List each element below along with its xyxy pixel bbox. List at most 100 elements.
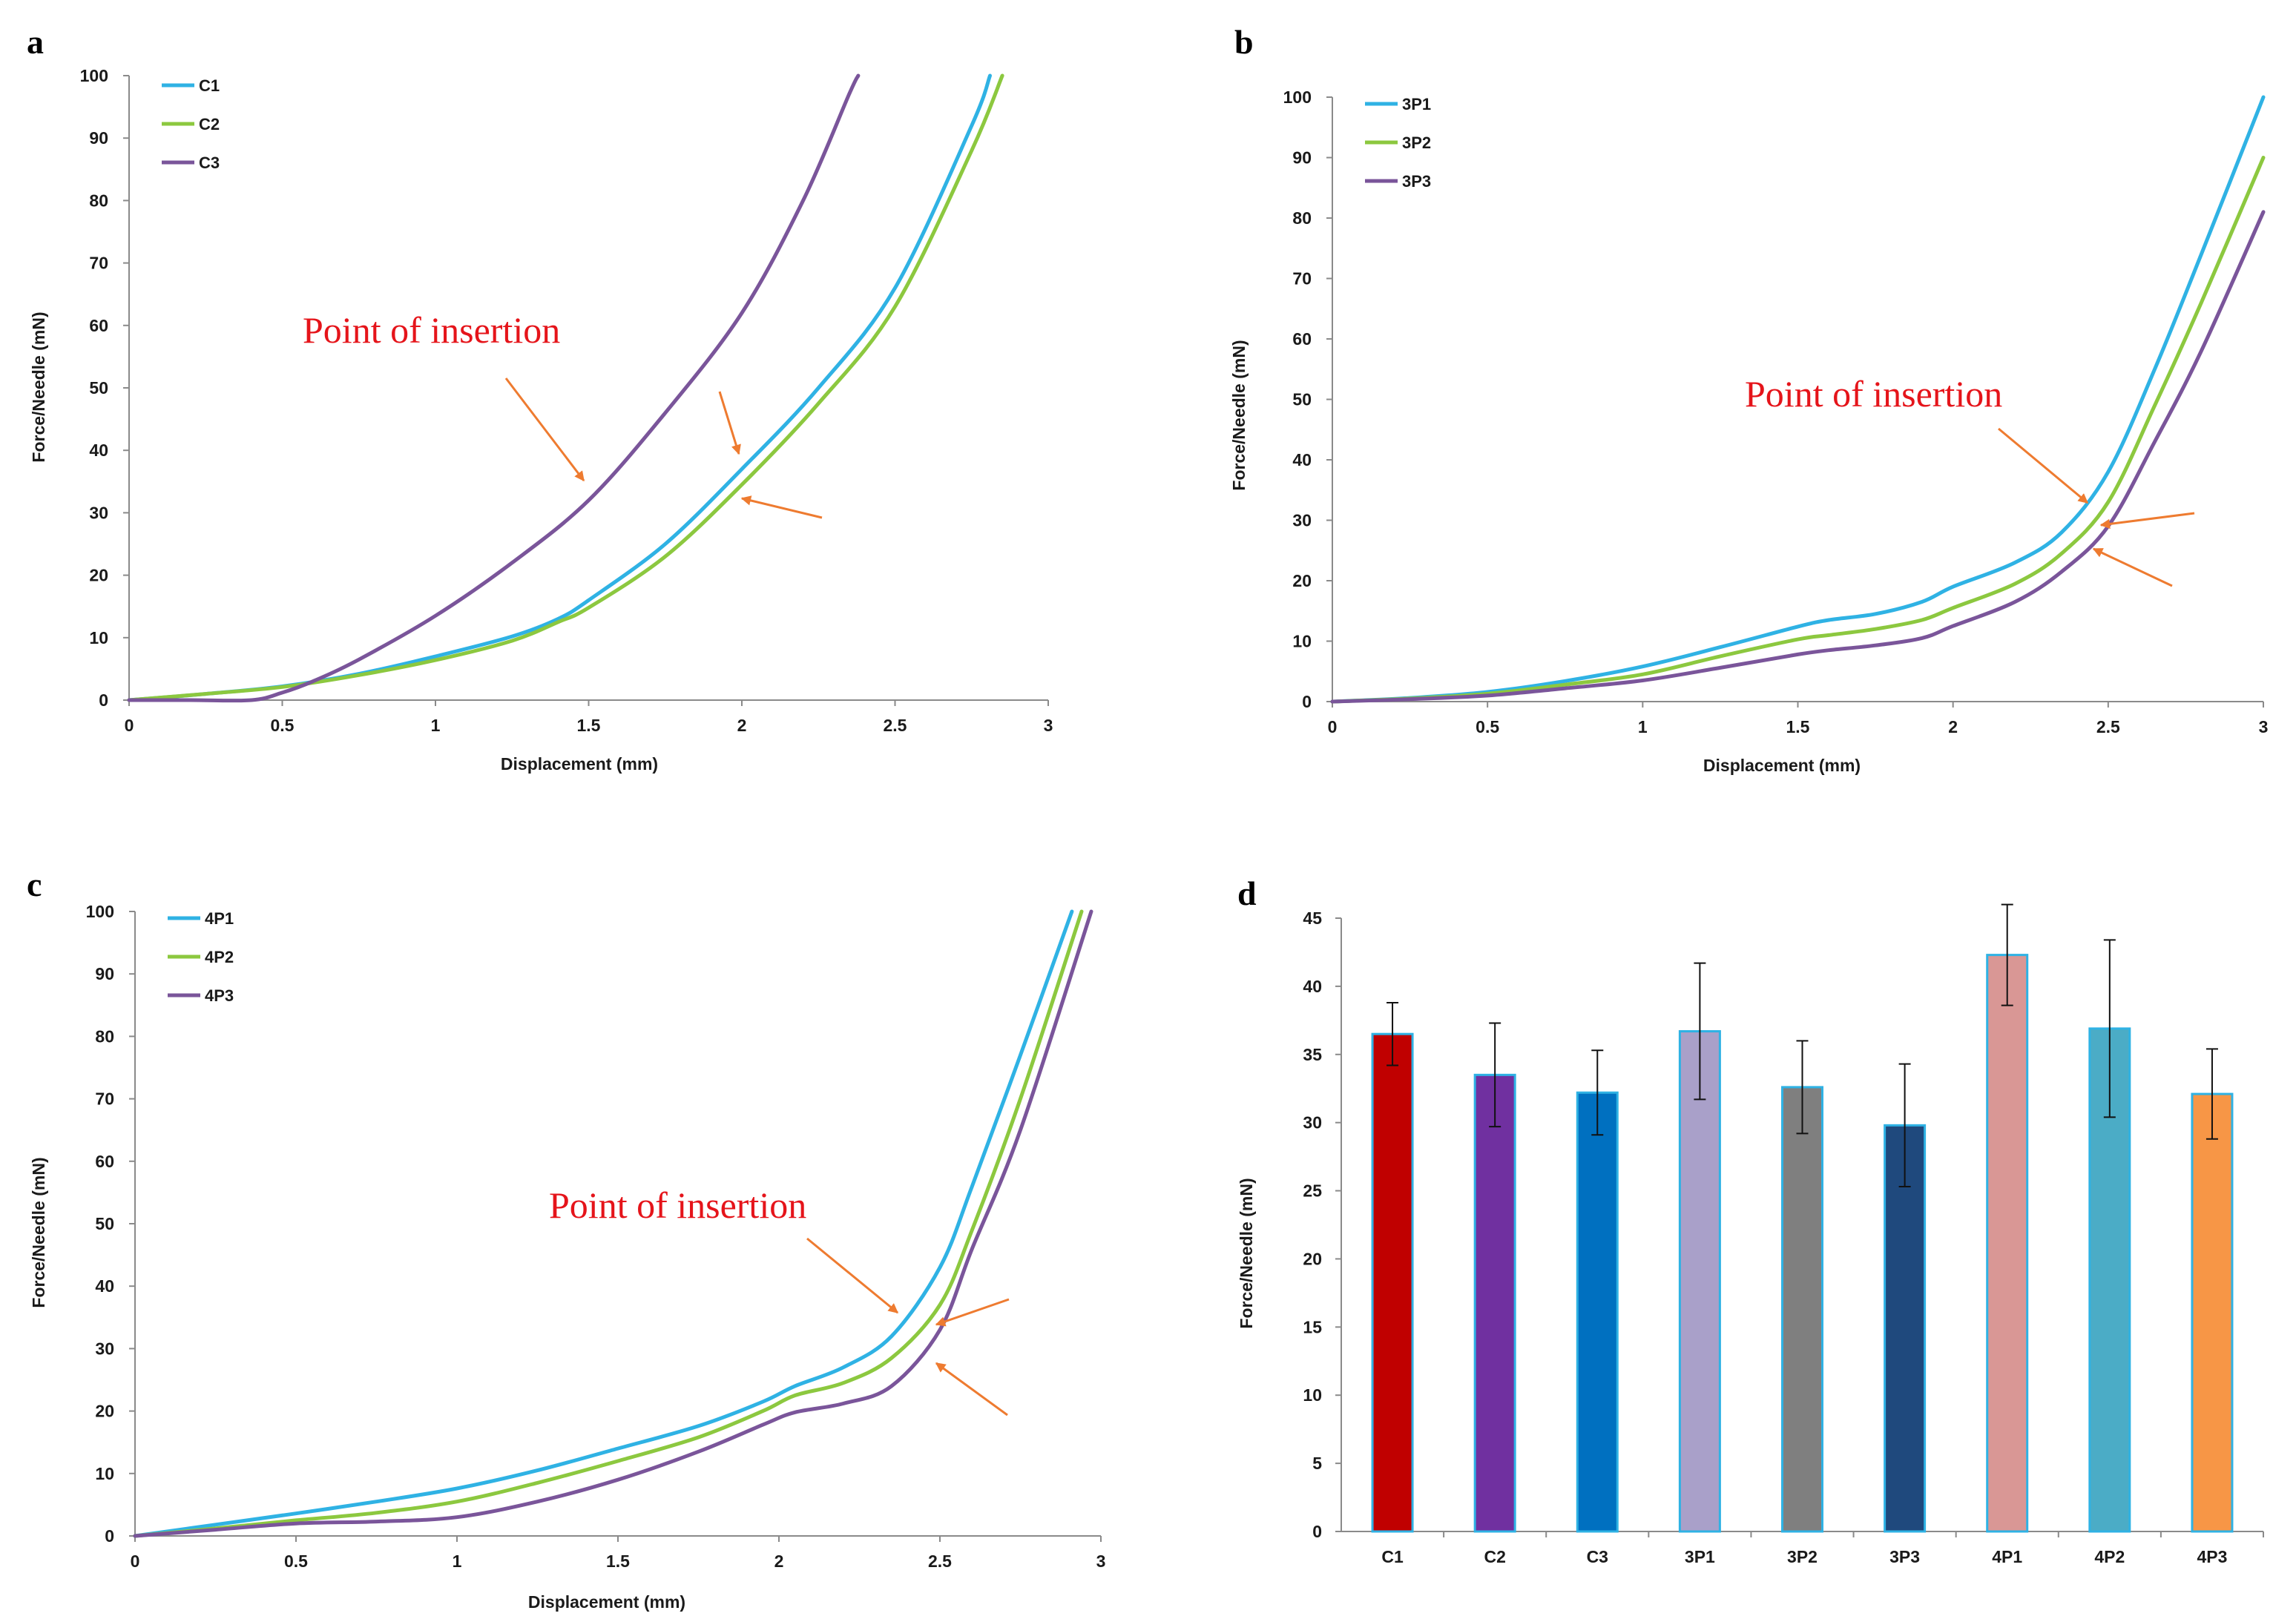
panel-c-x-tick-label: 3 (1096, 1552, 1106, 1571)
panel-b-y-tick-label: 0 (1302, 692, 1312, 711)
panel-a-y-tick-label: 70 (89, 254, 108, 273)
panel-d-y-tick-label: 40 (1303, 977, 1322, 996)
panel-c-insertion-label: Point of insertion (549, 1184, 806, 1226)
panel-a-x-tick-label: 2.5 (884, 716, 907, 735)
panel-d-y-tick-label: 10 (1303, 1385, 1322, 1405)
panel-b-letter: b (1234, 23, 1254, 61)
panel-a-y-tick-label: 20 (89, 566, 108, 585)
panel-a-y-tick-label: 30 (89, 503, 108, 522)
panel-a-insertion-label: Point of insertion (303, 309, 560, 351)
panel-b-x-tick-label: 2.5 (2096, 717, 2120, 736)
panel-d-y-tick-label: 25 (1303, 1181, 1322, 1201)
panel-a-y-tick-label: 60 (89, 316, 108, 335)
panel-c-y-axis-label: Force/Needle (mN) (29, 1157, 48, 1308)
panel-d-category-label: C1 (1381, 1547, 1404, 1566)
panel-c-x-tick-label: 0 (131, 1552, 140, 1571)
panel-b-y-tick-label: 10 (1292, 632, 1312, 651)
panel-b: b 0 10 20 30 40 50 60 70 80 90 100 0 0.5 1 1.5 2 2.5 3 3… (1229, 23, 2268, 775)
panel-d-bar-3p1 (1678, 1030, 1721, 1533)
panel-c-y-tick-label: 20 (95, 1402, 114, 1421)
panel-a-series-c3 (127, 73, 861, 703)
panel-c-legend-label: 4P1 (205, 909, 234, 928)
panel-a-legend-label: C2 (199, 115, 220, 133)
panel-a-y-tick-label: 80 (89, 191, 108, 210)
panel-b-y-axis-label: Force/Needle (mN) (1229, 340, 1249, 490)
panel-c-legend-label: 4P2 (205, 948, 234, 966)
panel-c-y-tick-label: 100 (86, 902, 114, 921)
panel-d-category-label: 4P1 (1992, 1547, 2022, 1566)
panel-d-category-label: C2 (1484, 1547, 1505, 1566)
panel-c-series-4p3 (133, 909, 1093, 1538)
panel-a-y-tick-label: 50 (89, 378, 108, 398)
panel-b-legend-label: 3P2 (1402, 133, 1431, 152)
panel-c-series (133, 909, 1093, 1538)
panel-b-x-tick-label: 1 (1638, 717, 1648, 736)
panel-c-x-ticks: 0 0.5 1 1.5 2 2.5 3 (131, 1536, 1106, 1571)
panel-d-category-label: C3 (1587, 1547, 1608, 1566)
panel-d-y-tick-label: 15 (1303, 1317, 1322, 1336)
panel-d-category-label: 4P3 (2197, 1547, 2227, 1566)
panel-c-x-tick-label: 0.5 (284, 1552, 308, 1571)
panel-b-arrow-2 (2099, 512, 2195, 530)
panel-b-arrow-1 (1998, 427, 2089, 504)
panel-d-bar-3p2 (1781, 1086, 1823, 1533)
panel-b-series (1330, 95, 2266, 704)
panel-c-arrow-2 (935, 1298, 1010, 1327)
panel-d-category-label: 3P3 (1889, 1547, 1920, 1566)
panel-d-bar-4p1 (1986, 954, 2029, 1533)
panel-d-category-label: 3P2 (1787, 1547, 1818, 1566)
panel-a-arrow-2 (718, 391, 741, 455)
panel-c-y-tick-label: 30 (95, 1339, 114, 1358)
panel-c-letter: c (27, 865, 42, 903)
panel-b-x-tick-label: 0 (1328, 717, 1338, 736)
panel-d-letter: d (1237, 874, 1257, 912)
panel-b-x-tick-label: 0.5 (1476, 717, 1499, 736)
panel-c-y-tick-label: 60 (95, 1152, 114, 1171)
panel-a-series-c2 (127, 73, 1004, 702)
panel-a-legend-label: C1 (199, 76, 220, 95)
panel-a-x-tick-label: 1.5 (577, 716, 601, 735)
panel-c-x-tick-label: 2 (774, 1552, 784, 1571)
panel-d-category-label: 3P1 (1685, 1547, 1715, 1566)
panel-b-x-axis-label: Displacement (mm) (1703, 756, 1861, 775)
panel-d-y-tick-label: 5 (1312, 1454, 1322, 1473)
panel-a-arrow-1 (504, 377, 585, 482)
panel-c-axes (134, 911, 1101, 1537)
panel-b-y-tick-label: 20 (1292, 571, 1312, 590)
panel-a-x-ticks: 0 0.5 1 1.5 2 2.5 3 (125, 700, 1053, 735)
panel-a: a 0 10 20 30 40 50 60 70 80 90 100 0 0.5 1 1.5 2 2.5 3 C… (27, 23, 1053, 774)
panel-b-y-tick-label: 60 (1292, 329, 1312, 349)
panel-c-legend-label: 4P3 (205, 986, 234, 1005)
panel-a-x-tick-label: 3 (1044, 716, 1053, 735)
panel-b-x-ticks: 0 0.5 1 1.5 2 2.5 3 (1328, 702, 2269, 736)
panel-b-x-tick-label: 2 (1948, 717, 1958, 736)
panel-c-y-tick-label: 70 (95, 1089, 114, 1109)
panel-a-series (127, 73, 1004, 703)
panel-b-y-tick-label: 100 (1283, 88, 1312, 107)
panel-a-insertion-arrows (504, 377, 823, 519)
panel-d: d 0 5 10 15 20 25 30 35 40 45 C1 C2 C3 3P1 3P2 3P3 4P1 4… (1237, 874, 2264, 1566)
panel-a-x-tick-label: 0 (125, 716, 134, 735)
panel-c-x-axis-label: Displacement (mm) (528, 1592, 685, 1612)
panel-c-y-tick-label: 90 (95, 964, 114, 983)
panel-b-series-3p3 (1330, 210, 2266, 704)
panel-b-x-tick-label: 3 (2259, 717, 2269, 736)
panel-b-y-tick-label: 70 (1292, 269, 1312, 288)
panel-c-arrow-1 (806, 1237, 899, 1314)
panel-a-arrow-3 (740, 495, 823, 519)
panel-a-x-tick-label: 0.5 (271, 716, 295, 735)
panel-a-x-axis-label: Displacement (mm) (501, 754, 658, 774)
panel-a-axes (128, 76, 1048, 701)
panel-a-series-c1 (127, 73, 992, 702)
panel-a-y-ticks: 0 10 20 30 40 50 60 70 80 90 100 (80, 66, 129, 710)
panel-b-y-tick-label: 90 (1292, 148, 1312, 168)
panel-a-x-tick-label: 2 (737, 716, 747, 735)
panel-b-y-tick-label: 80 (1292, 208, 1312, 228)
panel-d-bar-c1 (1371, 1032, 1414, 1533)
panel-a-legend: C1 C2 C3 (162, 76, 220, 172)
panel-b-y-tick-label: 50 (1292, 390, 1312, 409)
panel-b-axes (1332, 97, 2263, 702)
panel-a-letter: a (27, 23, 44, 61)
panel-a-y-tick-label: 0 (99, 690, 108, 710)
